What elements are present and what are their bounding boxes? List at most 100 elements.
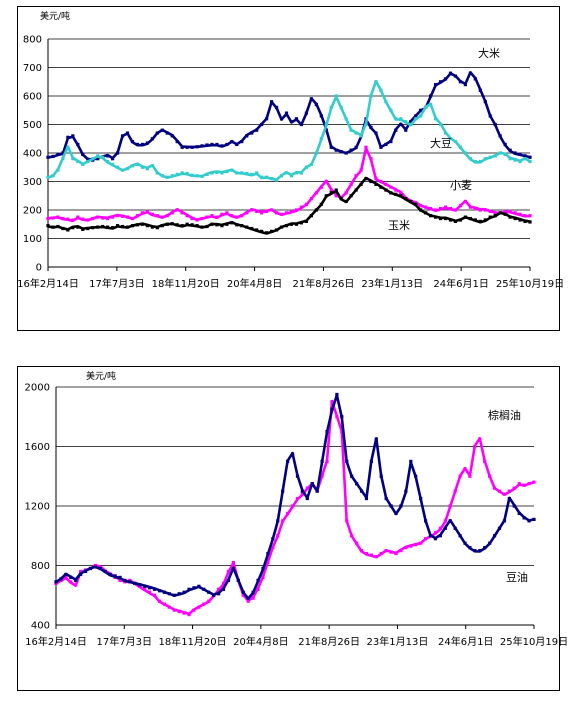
- data-point: [250, 172, 254, 176]
- data-point: [221, 581, 226, 585]
- data-point: [453, 208, 458, 212]
- data-point: [394, 188, 398, 192]
- data-point: [125, 225, 130, 229]
- data-point: [498, 211, 502, 215]
- data-point: [314, 102, 318, 107]
- data-point: [250, 208, 254, 212]
- data-point: [528, 220, 532, 224]
- grain-price-chart: 0 100 200 300 400 500 600 700 800 美元/吨 16年2月14日 17年…: [17, 10, 564, 290]
- data-point: [76, 142, 80, 147]
- data-point: [152, 593, 157, 597]
- data-point: [314, 191, 318, 195]
- data-point: [448, 519, 452, 523]
- data-point: [103, 569, 107, 574]
- data-point: [180, 211, 184, 215]
- data-point: [429, 102, 433, 107]
- data-point: [61, 157, 65, 161]
- x-tick-label: 20年4月8日: [227, 277, 282, 290]
- data-point: [71, 218, 75, 222]
- data-point: [502, 492, 507, 496]
- data-point: [246, 596, 250, 600]
- data-point: [106, 154, 110, 158]
- data-point: [96, 225, 100, 229]
- data-point: [394, 117, 398, 121]
- data-point: [305, 496, 309, 501]
- data-point: [507, 496, 511, 501]
- data-point: [364, 122, 368, 127]
- data-point: [354, 188, 358, 192]
- data-point: [175, 140, 179, 144]
- data-point: [483, 208, 487, 212]
- data-point: [160, 215, 164, 219]
- data-point: [220, 171, 224, 175]
- x-tick-label: 17年7月3日: [89, 277, 144, 290]
- data-point: [197, 584, 201, 588]
- data-point: [197, 605, 201, 609]
- data-point: [162, 602, 167, 606]
- data-point: [250, 226, 254, 231]
- data-point: [170, 134, 174, 138]
- data-point: [56, 215, 60, 219]
- data-point: [286, 511, 290, 516]
- data-point: [128, 580, 132, 584]
- data-point: [140, 211, 145, 215]
- data-point: [324, 122, 328, 127]
- data-point: [443, 216, 448, 221]
- data-point: [374, 177, 378, 181]
- data-point: [399, 117, 403, 121]
- data-point: [478, 437, 482, 441]
- data-point: [458, 534, 462, 538]
- data-point: [101, 216, 105, 220]
- data-point: [354, 541, 359, 545]
- data-point: [276, 534, 280, 538]
- data-point: [46, 216, 50, 221]
- y-tick-label: 1200: [25, 502, 50, 513]
- data-point: [190, 223, 194, 227]
- data-point: [106, 216, 110, 221]
- data-point: [279, 212, 284, 216]
- data-point: [374, 80, 378, 84]
- data-point: [344, 117, 348, 121]
- data-point: [349, 128, 353, 132]
- data-point: [334, 188, 338, 192]
- data-point: [497, 489, 502, 493]
- data-point: [115, 224, 120, 228]
- data-point: [46, 224, 50, 228]
- data-point: [79, 572, 83, 577]
- data-point: [190, 216, 194, 221]
- data-point: [155, 226, 159, 230]
- data-point: [284, 211, 289, 215]
- y-tick-label: 600: [23, 92, 42, 103]
- data-point: [74, 583, 78, 587]
- data-point: [120, 168, 125, 172]
- data-point: [404, 128, 408, 132]
- data-point: [290, 504, 295, 508]
- data-point: [200, 216, 204, 221]
- data-point: [329, 191, 333, 195]
- data-point: [130, 164, 135, 168]
- data-point: [118, 578, 122, 582]
- data-point: [374, 182, 378, 186]
- data-point: [339, 197, 343, 201]
- data-point: [160, 224, 164, 228]
- data-point: [379, 474, 383, 478]
- data-point: [177, 610, 181, 614]
- y-tick-label: 400: [31, 621, 50, 632]
- data-point: [246, 599, 250, 603]
- data-point: [369, 459, 373, 463]
- data-point: [255, 128, 259, 132]
- data-point: [101, 224, 105, 229]
- data-point: [364, 177, 368, 181]
- data-point: [91, 157, 95, 161]
- data-point: [274, 105, 279, 109]
- data-point: [453, 489, 457, 493]
- data-point: [175, 208, 179, 212]
- data-point: [150, 225, 154, 229]
- data-point: [319, 185, 323, 189]
- data-point: [295, 474, 300, 478]
- data-point: [113, 574, 117, 578]
- data-point: [394, 511, 398, 516]
- data-point: [135, 214, 140, 218]
- data-point: [458, 80, 463, 84]
- data-point: [165, 222, 169, 226]
